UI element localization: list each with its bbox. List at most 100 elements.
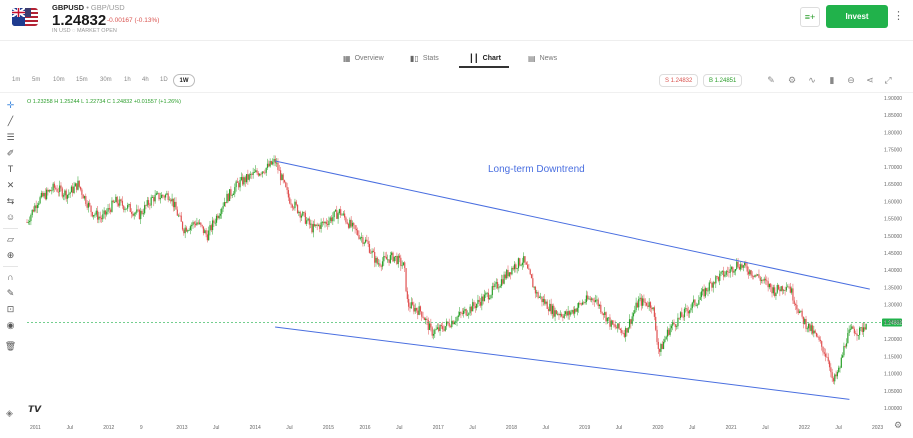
visibility-icon[interactable]: ◉ bbox=[6, 320, 15, 330]
chart-type-icon[interactable]: ▮ bbox=[829, 75, 835, 85]
candle-body bbox=[455, 321, 457, 323]
timeframe-1d[interactable]: 1D bbox=[160, 77, 168, 83]
trash-icon[interactable]: 🗑 bbox=[4, 341, 17, 351]
sell-price-button[interactable]: S 1.24832 bbox=[659, 74, 699, 87]
candle-body bbox=[350, 219, 352, 227]
candle-body bbox=[584, 302, 586, 303]
stay-drawing-icon[interactable]: ✎ bbox=[6, 288, 15, 298]
candle-body bbox=[453, 322, 456, 325]
candle-body bbox=[286, 186, 288, 191]
zoom-in-icon[interactable]: ⊕ bbox=[6, 250, 15, 260]
invest-button[interactable]: Invest bbox=[826, 5, 888, 28]
tab-news[interactable]: ▤ News bbox=[528, 48, 557, 68]
watchlist-button[interactable]: ≡+ bbox=[800, 7, 820, 27]
candle-body bbox=[600, 304, 602, 313]
tab-chart[interactable]: ┃┃ Chart bbox=[469, 48, 501, 68]
candle-body bbox=[355, 228, 357, 231]
candle-body bbox=[62, 195, 65, 197]
x-tick-label: 2013 bbox=[176, 425, 187, 431]
candle-body bbox=[141, 210, 143, 214]
candle-body bbox=[47, 189, 49, 192]
indicators-icon[interactable]: ∿ bbox=[808, 75, 816, 85]
candles-group bbox=[26, 155, 867, 385]
tab-overview[interactable]: ▦ Overview bbox=[343, 48, 384, 68]
candle-body bbox=[240, 177, 242, 181]
candle-body bbox=[261, 171, 263, 175]
candle-body bbox=[107, 208, 109, 212]
candle-body bbox=[545, 301, 547, 304]
timeframe-15m[interactable]: 15m bbox=[76, 77, 88, 83]
candle-body bbox=[255, 170, 257, 173]
candle-body bbox=[563, 314, 565, 318]
lock-icon[interactable]: ⊡ bbox=[6, 304, 15, 314]
candle-body bbox=[234, 187, 236, 194]
candle-body bbox=[809, 323, 811, 331]
y-axis: 1.90000 1.85000 1.80000 1.75000 1.70000 1.650… bbox=[884, 96, 902, 412]
market-status: IN USD ◌ MARKET OPEN bbox=[52, 28, 117, 34]
share-icon[interactable]: ⋖ bbox=[866, 75, 874, 85]
layers-icon[interactable]: ◈ bbox=[6, 408, 13, 418]
timeframe-4h[interactable]: 4h bbox=[142, 77, 149, 83]
more-vertical-icon[interactable]: ⋮ bbox=[893, 10, 904, 22]
forecast-icon[interactable]: ⇆ bbox=[6, 196, 15, 206]
candle-body bbox=[513, 264, 516, 270]
timeframe-10m[interactable]: 10m bbox=[53, 77, 65, 83]
crosshair-icon[interactable]: ✛ bbox=[6, 100, 15, 110]
candle-body bbox=[392, 252, 394, 262]
timeframe-1h[interactable]: 1h bbox=[124, 77, 131, 83]
price-chart[interactable]: Long-term Downtrend 1.24832 1.90000 1.850… bbox=[22, 93, 913, 438]
gear-icon[interactable]: ⚙ bbox=[894, 420, 903, 430]
horizontal-lines-icon[interactable]: ☰ bbox=[6, 132, 15, 142]
candle-body bbox=[730, 267, 733, 270]
candle-body bbox=[180, 215, 182, 222]
candle-body bbox=[57, 191, 59, 193]
candle-body bbox=[345, 217, 347, 223]
trend-line-icon[interactable]: ╱ bbox=[7, 116, 14, 126]
draw-pencil-icon[interactable]: ✎ bbox=[767, 75, 775, 85]
timeframe-1m[interactable]: 1m bbox=[12, 77, 21, 83]
candle-body bbox=[743, 262, 746, 266]
candle-body bbox=[34, 205, 36, 212]
candle-body bbox=[99, 216, 101, 218]
chart-settings-icon[interactable]: ⚙ bbox=[787, 75, 797, 85]
candle-body bbox=[219, 213, 222, 216]
candle-body bbox=[784, 290, 786, 291]
candle-body bbox=[676, 326, 678, 328]
buy-price-button[interactable]: B 1.24851 bbox=[703, 74, 743, 87]
tradingview-logo: 𝙏𝙑 bbox=[28, 404, 42, 414]
candle-body bbox=[347, 223, 350, 228]
candle-body bbox=[764, 278, 767, 281]
candle-body bbox=[736, 261, 738, 270]
pattern-icon[interactable]: ✕ bbox=[6, 180, 15, 190]
timeframe-30m[interactable]: 30m bbox=[100, 77, 112, 83]
candle-body bbox=[136, 209, 138, 213]
candle-body bbox=[55, 187, 57, 189]
candle-body bbox=[638, 299, 640, 308]
candle-body bbox=[865, 324, 867, 330]
text-tool-icon[interactable]: T bbox=[7, 164, 14, 174]
candle-body bbox=[428, 323, 431, 330]
candle-body bbox=[665, 336, 667, 340]
fullscreen-icon[interactable]: ⤢ bbox=[884, 75, 892, 85]
candle-body bbox=[415, 308, 418, 311]
compare-icon[interactable]: ⊖ bbox=[847, 75, 855, 85]
brush-icon[interactable]: ✐ bbox=[6, 148, 15, 158]
y-tick-label: 1.45000 bbox=[884, 251, 902, 257]
tab-stats[interactable]: ▮▯ Stats bbox=[410, 48, 439, 68]
candle-body bbox=[527, 264, 529, 269]
ruler-icon[interactable]: ▱ bbox=[7, 234, 14, 244]
timeframe-1w[interactable]: 1W bbox=[173, 74, 195, 87]
candle-body bbox=[252, 172, 254, 175]
candle-body bbox=[346, 222, 348, 224]
magnet-icon[interactable]: ∩ bbox=[7, 272, 14, 282]
candle-body bbox=[168, 199, 171, 201]
candle-body bbox=[249, 174, 252, 176]
candle-body bbox=[516, 268, 518, 270]
candle-body bbox=[734, 269, 737, 272]
toolbar-separator bbox=[3, 266, 18, 267]
candle-body bbox=[238, 182, 240, 188]
timeframe-5m[interactable]: 5m bbox=[32, 77, 41, 83]
emoji-icon[interactable]: ☺ bbox=[5, 212, 16, 222]
candle-body bbox=[61, 188, 63, 197]
candle-body bbox=[439, 325, 441, 331]
